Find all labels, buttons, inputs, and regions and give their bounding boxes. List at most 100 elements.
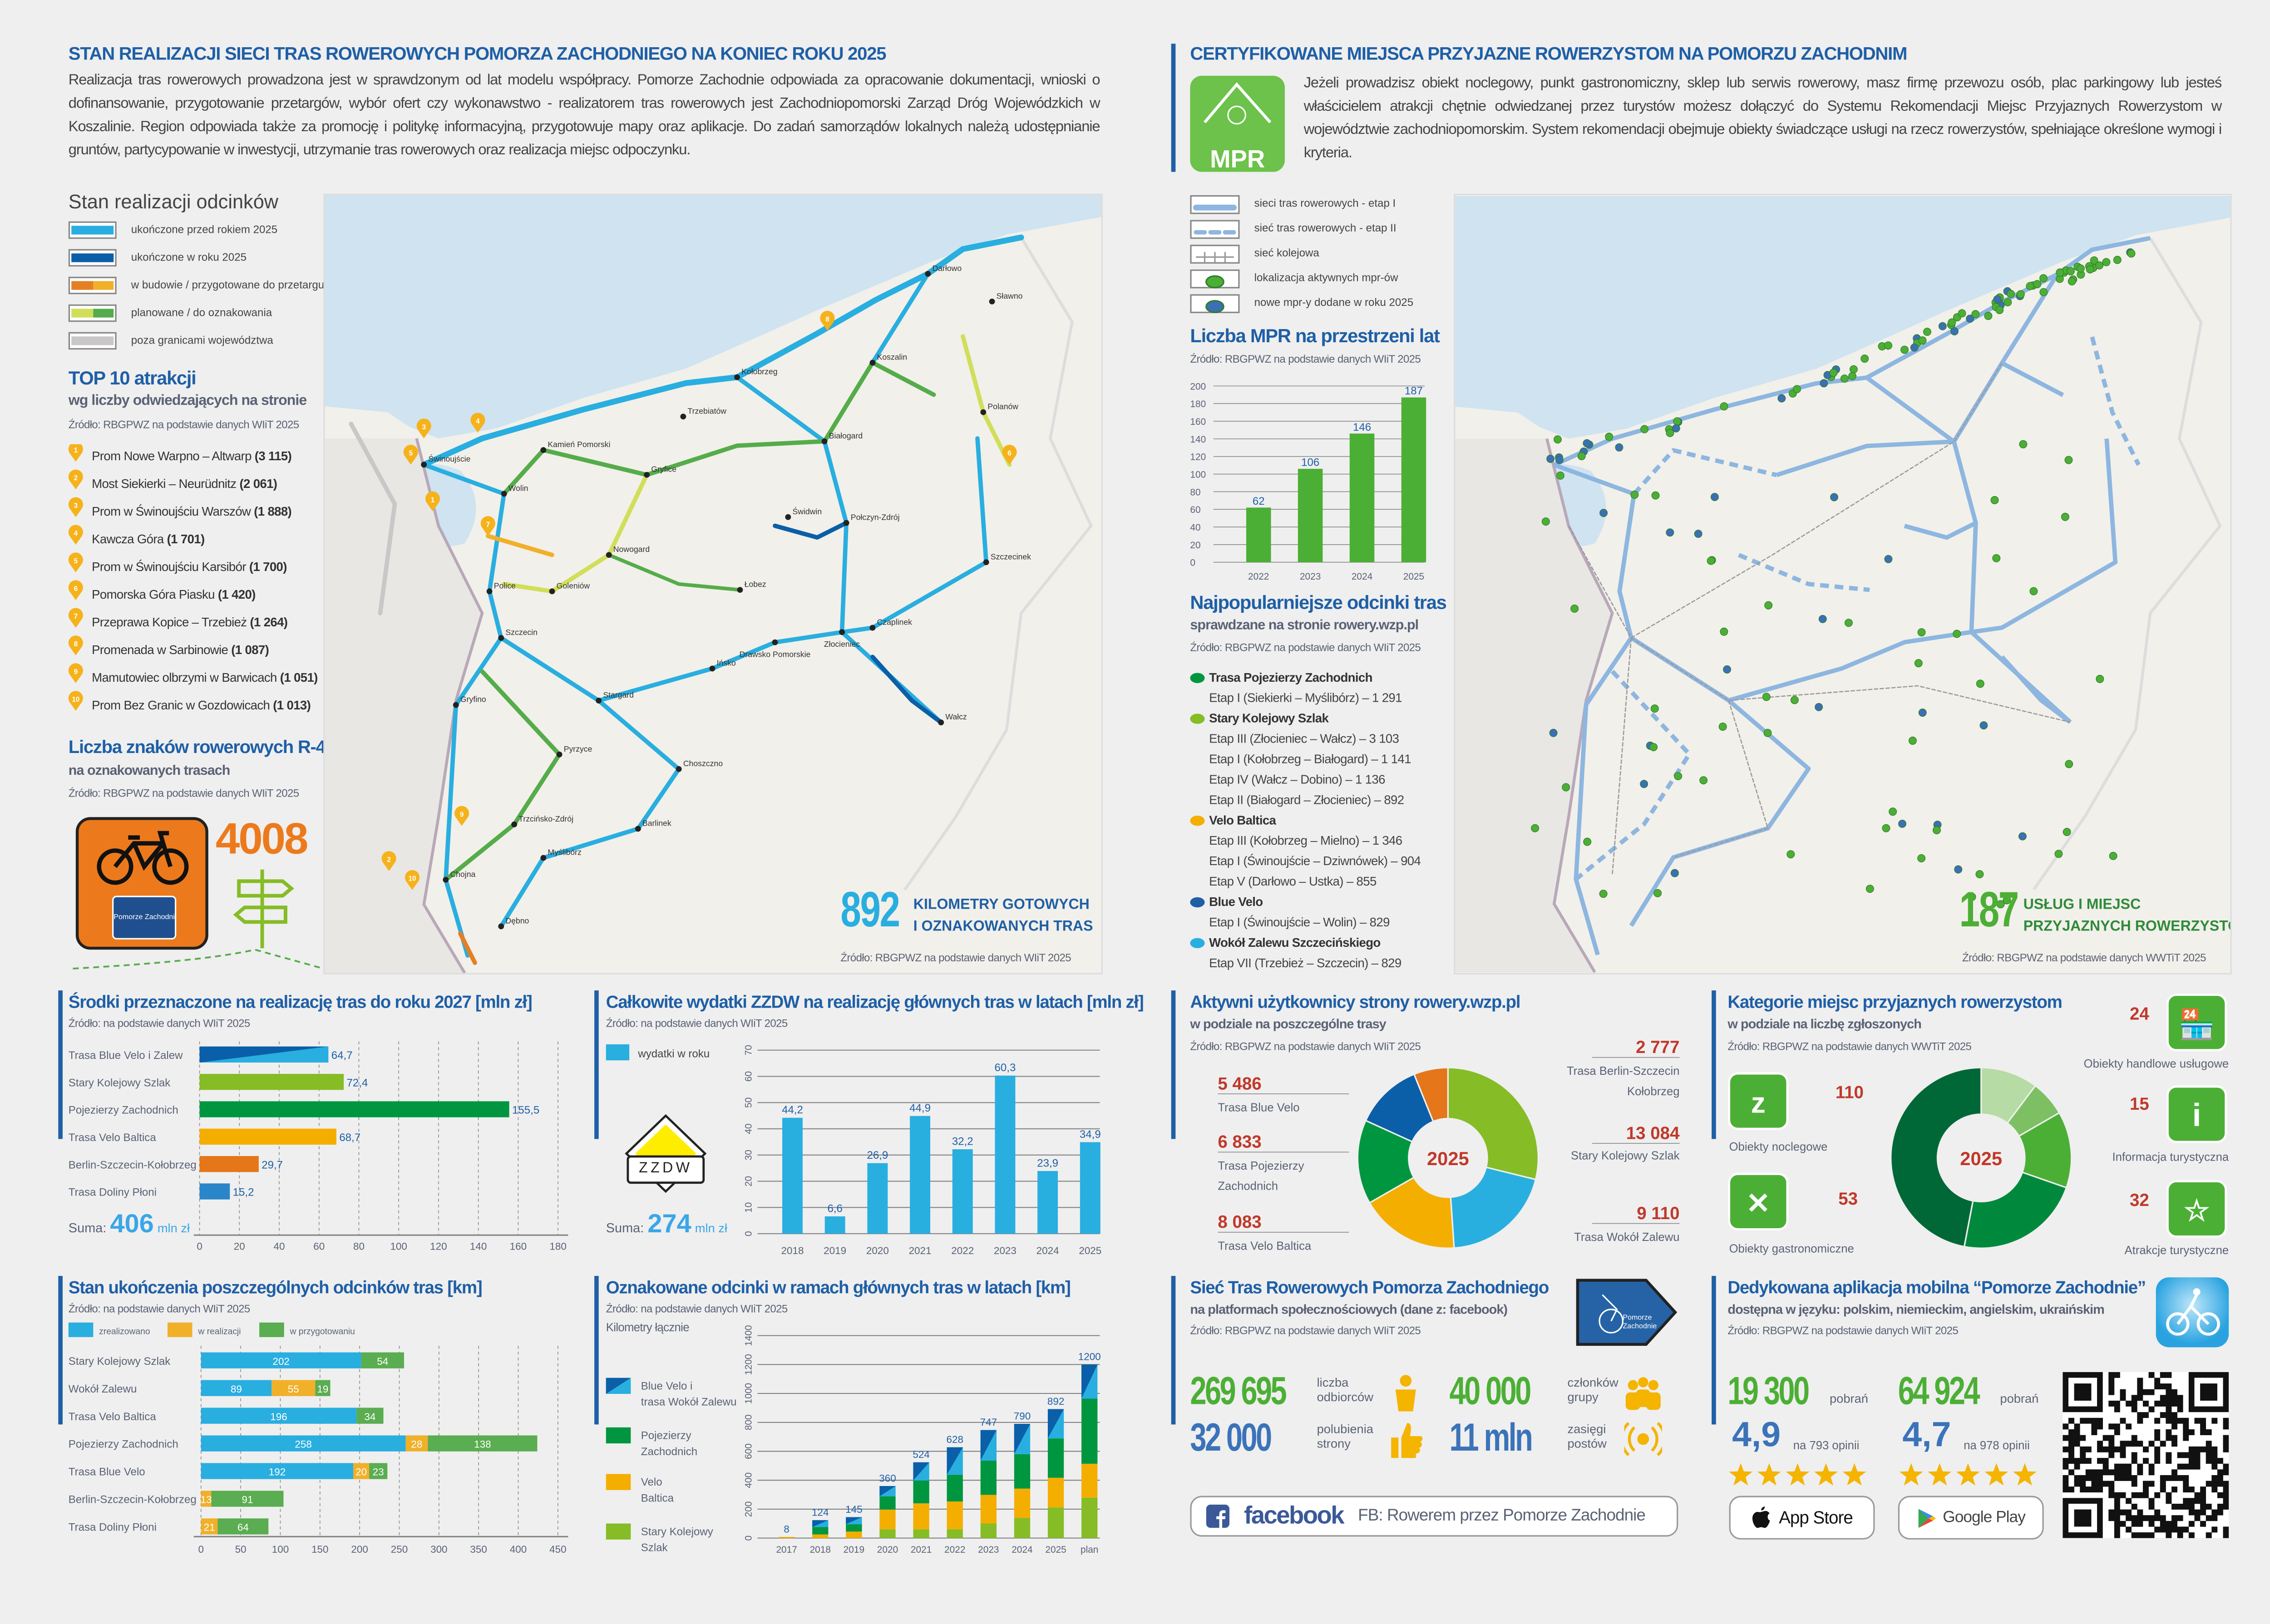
mpr-location[interactable] <box>1975 870 1984 879</box>
mpr-location[interactable] <box>1763 728 1772 737</box>
mpr-location[interactable] <box>2033 280 2042 288</box>
mpr-location[interactable] <box>1599 890 1608 898</box>
mpr-location[interactable] <box>2127 249 2136 258</box>
mpr-location[interactable] <box>1764 601 1773 610</box>
mpr-location[interactable] <box>2039 274 2048 283</box>
mpr-location[interactable] <box>1762 693 1771 701</box>
new-mpr-location[interactable] <box>1820 379 1828 388</box>
mpr-location[interactable] <box>1651 491 1660 500</box>
new-mpr-location[interactable] <box>1830 493 1838 502</box>
mpr-location[interactable] <box>1958 309 1966 318</box>
new-mpr-location[interactable] <box>1710 492 1719 501</box>
mpr-location[interactable] <box>1882 824 1890 832</box>
new-mpr-location[interactable] <box>1884 555 1893 563</box>
app-icon[interactable] <box>2156 1277 2229 1348</box>
new-mpr-location[interactable] <box>1666 528 1674 537</box>
mpr-location[interactable] <box>1917 854 1926 862</box>
mpr-location[interactable] <box>1948 318 1956 327</box>
mpr-location[interactable] <box>2061 512 2069 521</box>
mpr-location[interactable] <box>1707 556 1715 565</box>
mpr-location[interactable] <box>1699 776 1708 785</box>
new-mpr-location[interactable] <box>1950 327 1959 335</box>
mpr-location[interactable] <box>2016 290 2025 299</box>
mpr-location[interactable] <box>2076 264 2085 273</box>
mpr-location[interactable] <box>1995 306 2004 314</box>
mpr-location[interactable] <box>1720 402 1728 411</box>
app-store-button[interactable]: App Store <box>1729 1496 1875 1540</box>
new-mpr-location[interactable] <box>1898 819 1906 828</box>
new-mpr-location[interactable] <box>1918 709 1927 717</box>
mpr-location[interactable] <box>1653 889 1662 897</box>
mpr-location[interactable] <box>1884 341 1892 350</box>
mpr-location[interactable] <box>1640 425 1649 433</box>
mpr-location[interactable] <box>1900 345 1909 354</box>
new-mpr-location[interactable] <box>1670 869 1679 877</box>
qr-code[interactable] <box>2063 1372 2229 1538</box>
mpr-location[interactable] <box>1918 336 1927 345</box>
mpr-location[interactable] <box>1605 433 1614 441</box>
new-mpr-location[interactable] <box>1815 703 1823 711</box>
mpr-location[interactable] <box>1865 885 1874 893</box>
mpr-location[interactable] <box>2054 850 2063 858</box>
mpr-location[interactable] <box>1860 354 1869 363</box>
mpr-location[interactable] <box>2095 261 2104 270</box>
mpr-location[interactable] <box>1649 743 1658 751</box>
mpr-location[interactable] <box>1933 826 1941 834</box>
mpr-location[interactable] <box>1792 385 1801 394</box>
mpr-location[interactable] <box>2019 440 2028 448</box>
mpr-location[interactable] <box>1923 328 1931 336</box>
new-mpr-location[interactable] <box>1599 509 1608 517</box>
mpr-location[interactable] <box>1562 783 1570 792</box>
mpr-location[interactable] <box>1971 310 1980 319</box>
mpr-location[interactable] <box>1889 807 1897 816</box>
route-status-map[interactable]: Darłowo Sławno Koszalin Polanów Kołobrzeg Trz… <box>323 193 1103 974</box>
mpr-location[interactable] <box>1556 471 1564 480</box>
new-mpr-location[interactable] <box>1615 443 1624 452</box>
new-mpr-location[interactable] <box>1549 728 1558 737</box>
new-mpr-location[interactable] <box>1979 721 1988 730</box>
mpr-location[interactable] <box>1844 619 1853 627</box>
mpr-location[interactable] <box>1848 372 1857 380</box>
mpr-location[interactable] <box>1840 374 1849 383</box>
mpr-location[interactable] <box>2113 256 2122 264</box>
mpr-location[interactable] <box>1786 850 1795 859</box>
new-mpr-location[interactable] <box>1993 295 2002 304</box>
mpr-location[interactable] <box>1976 679 1984 688</box>
google-play-button[interactable]: Google Play <box>1898 1496 2044 1540</box>
mpr-location[interactable] <box>1650 704 1659 713</box>
mpr-location[interactable] <box>1984 312 1993 320</box>
mpr-location[interactable] <box>2109 851 2117 860</box>
mpr-location[interactable] <box>1790 696 1799 704</box>
mpr-location[interactable] <box>1953 630 1961 638</box>
mpr-location[interactable] <box>1720 627 1728 636</box>
new-mpr-location[interactable] <box>1954 865 1963 874</box>
mpr-location[interactable] <box>2066 267 2075 276</box>
mpr-location[interactable] <box>1996 900 2005 909</box>
mpr-location[interactable] <box>2039 288 2048 296</box>
mpr-location[interactable] <box>1829 369 1838 377</box>
mpr-location[interactable] <box>2068 277 2076 285</box>
mpr-location[interactable] <box>2086 265 2094 274</box>
mpr-location[interactable] <box>1992 554 2001 562</box>
mpr-location[interactable] <box>1577 452 1586 460</box>
new-mpr-location[interactable] <box>1583 439 1591 448</box>
new-mpr-location[interactable] <box>1546 454 1555 463</box>
mpr-location[interactable] <box>1914 659 1923 668</box>
mpr-location[interactable] <box>2065 760 2073 768</box>
mpr-location[interactable] <box>1674 772 1683 780</box>
mpr-location[interactable] <box>2004 298 2012 306</box>
mpr-location[interactable] <box>1570 604 1579 613</box>
mpr-location[interactable] <box>1583 837 1592 846</box>
new-mpr-location[interactable] <box>1938 322 1947 330</box>
new-mpr-location[interactable] <box>1966 315 1974 323</box>
mpr-location[interactable] <box>2064 456 2073 464</box>
mpr-location[interactable] <box>1531 824 1540 832</box>
new-mpr-location[interactable] <box>1672 424 1680 433</box>
mpr-location[interactable] <box>1541 517 1550 526</box>
new-mpr-location[interactable] <box>1910 343 1919 352</box>
new-mpr-location[interactable] <box>1555 456 1564 464</box>
new-mpr-location[interactable] <box>1640 780 1648 788</box>
mpr-location[interactable] <box>2007 290 2015 298</box>
mpr-location[interactable] <box>2102 258 2111 266</box>
new-mpr-location[interactable] <box>1777 394 1786 403</box>
